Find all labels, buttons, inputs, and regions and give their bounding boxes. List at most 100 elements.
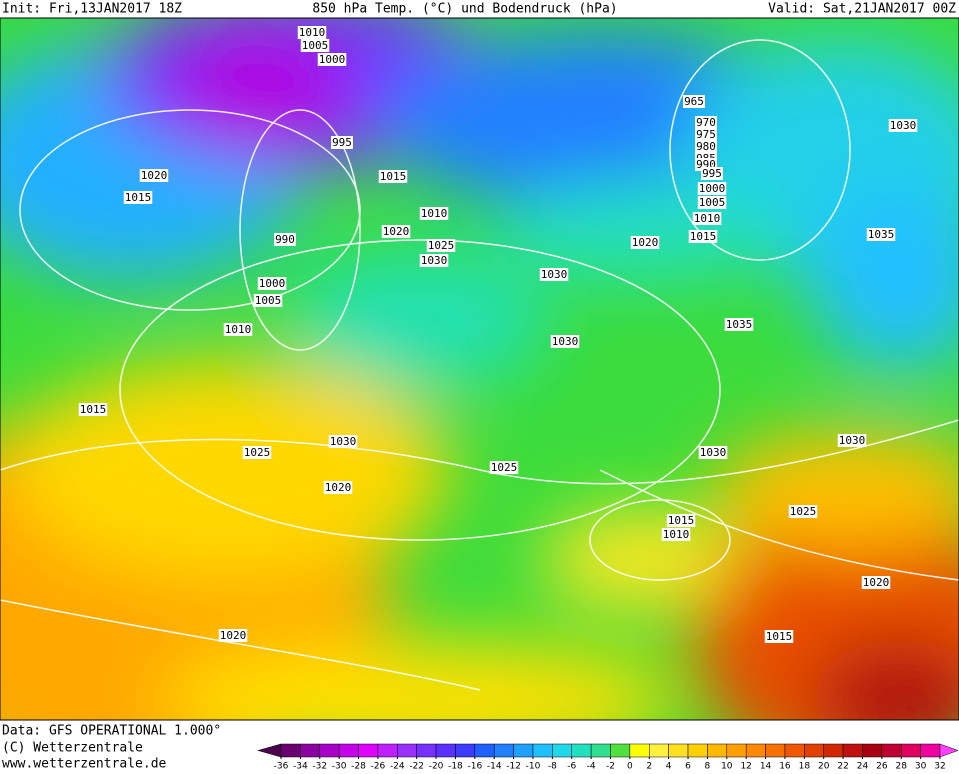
isobar-label-box — [698, 446, 728, 459]
colorbar-tick-label: -26 — [371, 762, 386, 771]
isobar-label-box — [788, 505, 818, 518]
isobar-label-box — [697, 196, 727, 209]
colorbar-swatch — [590, 743, 611, 758]
colorbar-swatch — [842, 743, 863, 758]
copyright: (C) Wetterzentrale — [2, 741, 143, 756]
isobar-label-box — [300, 39, 330, 52]
isobar-label: 1000 — [699, 182, 726, 195]
isobar-label: 1020 — [383, 225, 410, 238]
colorbar-swatch — [629, 743, 650, 758]
isobar-label: 1025 — [428, 239, 455, 252]
isobar-label-box — [866, 228, 896, 241]
colorbar-tick-label: -2 — [606, 762, 615, 771]
colorbar-tick-label: -6 — [567, 762, 576, 771]
isobar-label: 1010 — [663, 528, 690, 541]
isobar-label: 1020 — [325, 481, 352, 494]
colorbar-arrow-high — [939, 743, 959, 758]
colorbar-tick-label: 12 — [740, 762, 751, 771]
colorbar-swatch — [823, 743, 844, 758]
colorbar-tick-label: -10 — [526, 762, 541, 771]
colorbar-swatch — [319, 743, 340, 758]
isobar-label-box — [274, 233, 296, 246]
colorbar-swatch — [862, 743, 883, 758]
isobar-label-box — [253, 294, 283, 307]
colorbar-tick-label: -28 — [351, 762, 366, 771]
colorbar-swatch — [377, 743, 398, 758]
isobar-label: 980 — [696, 140, 716, 153]
colorbar-swatch — [920, 743, 941, 758]
colorbar-swatch — [435, 743, 456, 758]
isobar-label: 1000 — [319, 53, 346, 66]
isobar-label: 1010 — [694, 212, 721, 225]
colorbar-swatch — [397, 743, 417, 758]
isobar-label: 1030 — [552, 335, 579, 348]
website: www.wetterzentrale.de — [2, 757, 167, 771]
isobar-label: 1030 — [541, 268, 568, 281]
colorbar-tick-label: -12 — [506, 762, 521, 771]
isobar-label-box — [888, 119, 918, 132]
isobar-label-box — [381, 225, 411, 238]
colorbar-tick-label: -18 — [448, 762, 463, 771]
isobar-label: 1005 — [255, 294, 282, 307]
colorbar-tick-label: -14 — [487, 762, 502, 771]
map-frame — [0, 17, 959, 721]
isobar-label-box — [764, 630, 794, 643]
colorbar-swatch — [726, 743, 747, 758]
colorbar-swatch — [300, 743, 321, 758]
colorbar-tick-label: 30 — [915, 762, 927, 771]
colorbar-swatch — [358, 743, 379, 758]
isobar-label-box — [317, 53, 347, 66]
colorbar-tick-label: -16 — [467, 762, 482, 771]
colorbar-tick-label: -30 — [332, 762, 347, 771]
isobar-label: 1020 — [220, 629, 247, 642]
isobar-label-box — [661, 528, 691, 541]
isobar-label-box — [861, 576, 891, 589]
colorbar-swatch — [280, 743, 301, 758]
colorbar-tick-label: 6 — [685, 762, 691, 771]
colorbar-tick-label: 24 — [857, 762, 869, 771]
colorbar-arrow-low — [257, 743, 282, 758]
isobar-label-box — [701, 167, 723, 180]
colorbar-swatch — [416, 743, 437, 758]
isobar-label-box — [695, 128, 717, 141]
isobar-label: 1020 — [632, 236, 659, 249]
colorbar-tick-label: 16 — [779, 762, 791, 771]
colorbar-swatch — [474, 743, 495, 758]
isobar-label-box — [257, 277, 287, 290]
colorbar-swatch — [687, 743, 708, 758]
colorbar-swatch — [765, 743, 786, 758]
isobar-label: 1005 — [699, 196, 726, 209]
colorbar-swatch — [649, 743, 669, 758]
colorbar-tick-label: -36 — [274, 762, 289, 771]
colorbar-tick-label: -32 — [312, 762, 327, 771]
init-time: Init: Fri,13JAN2017 18Z — [2, 2, 182, 17]
isobar-label-box — [683, 95, 705, 108]
colorbar-tick-label: 2 — [646, 762, 652, 771]
colorbar-tick-label: 0 — [627, 762, 633, 771]
colorbar-tick-label: -20 — [429, 762, 444, 771]
colorbar-swatch — [455, 743, 476, 758]
isobar-label-box — [297, 26, 327, 39]
isobar-label: 1030 — [890, 119, 917, 132]
colorbar-swatch — [900, 743, 921, 758]
colorbar-tick-label: 14 — [760, 762, 772, 771]
isobar-label-box — [218, 629, 248, 642]
colorbar-swatch — [804, 743, 824, 758]
isobar-label-box — [419, 207, 449, 220]
isobar-label-box — [139, 169, 169, 182]
isobar-label: 1035 — [868, 228, 895, 241]
isobar-label: 1030 — [839, 434, 866, 447]
colorbar-tick-label: 28 — [896, 762, 908, 771]
valid-time: Valid: Sat,21JAN2017 00Z — [768, 2, 956, 17]
isobar-label: 1020 — [141, 169, 168, 182]
isobar-label-box — [695, 140, 717, 153]
data-source: Data: GFS OPERATIONAL 1.000° — [2, 724, 221, 739]
isobar-label: 1010 — [225, 323, 252, 336]
colorbar-swatch — [784, 743, 805, 758]
isobar-label-box — [695, 116, 717, 129]
colorbar-tick-label: 10 — [721, 762, 733, 771]
isobar-label: 1035 — [726, 318, 753, 331]
colorbar-tick-label: 20 — [818, 762, 830, 771]
isobar-label-box — [489, 461, 519, 474]
